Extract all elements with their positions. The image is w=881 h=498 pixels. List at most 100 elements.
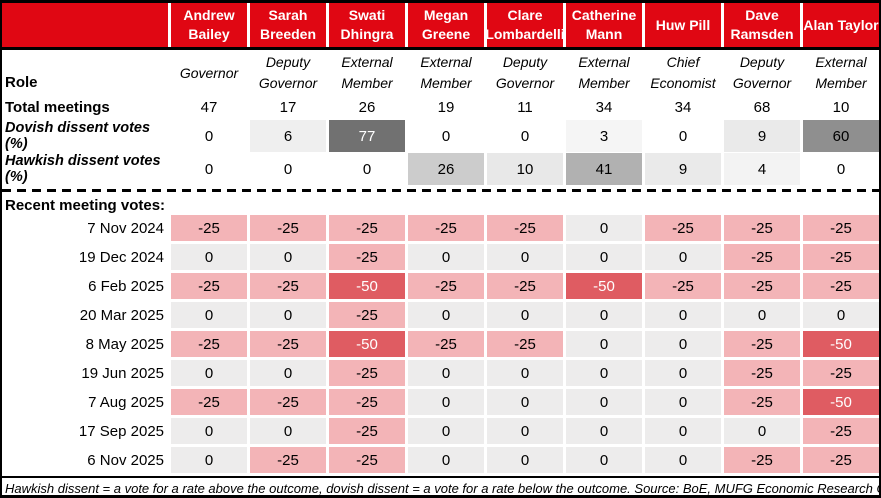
vote-cell: 0: [171, 447, 247, 473]
vote-cell: 0: [487, 389, 563, 415]
member-name-header: Alan Taylor: [803, 3, 879, 47]
dovish-dissent-label: Dovish dissent votes (%): [2, 120, 168, 152]
vote-cell: 0: [408, 302, 484, 328]
total-meetings-value: 19: [437, 98, 455, 116]
vote-cell: 0: [803, 302, 879, 328]
vote-cell: -25: [487, 273, 563, 299]
dovish-dissent-value: 0: [678, 127, 688, 145]
meeting-vote-row: 6 Feb 2025 -25 -25 -50 -25 -25 -50 -25 -25 -25: [2, 273, 879, 299]
vote-cell: 0: [487, 302, 563, 328]
vote-cell: -25: [408, 215, 484, 241]
vote-cell: -25: [250, 273, 326, 299]
recent-votes-section: 7 Nov 2024 -25 -25 -25 -25 -25 0 -25 -25 -25 19 De…: [2, 215, 879, 473]
member-header-row: Andrew Bailey Sarah Breeden Swati Dhingra M…: [2, 3, 879, 47]
total-meetings-value: 10: [832, 98, 850, 116]
hawkish-dissent-value: 0: [204, 160, 214, 178]
vote-cell: 0: [250, 302, 326, 328]
vote-cell: 0: [645, 302, 721, 328]
vote-cell: -25: [329, 389, 405, 415]
total-meetings-label: Total meetings: [5, 98, 110, 116]
vote-cell: 0: [566, 360, 642, 386]
vote-cell: 0: [487, 447, 563, 473]
member-role: External Member: [578, 54, 630, 91]
member-role: Deputy Governor: [258, 54, 318, 91]
vote-cell: 0: [408, 360, 484, 386]
dovish-dissent-value: 60: [803, 120, 879, 152]
vote-cell: -25: [724, 273, 800, 299]
vote-cell: -25: [250, 447, 326, 473]
vote-cell: 0: [566, 215, 642, 241]
hawkish-dissent-value: 0: [283, 160, 293, 178]
vote-cell: 0: [645, 418, 721, 444]
vote-cell: 0: [408, 389, 484, 415]
member-role: External Member: [341, 54, 393, 91]
vote-cell: -25: [724, 244, 800, 270]
member-name-header: Swati Dhingra: [329, 3, 405, 47]
meeting-date: 20 Mar 2025: [2, 302, 168, 328]
member-role: Deputy Governor: [732, 54, 792, 91]
vote-cell: -25: [724, 331, 800, 357]
vote-cell: -25: [645, 215, 721, 241]
member-name-header: Dave Ramsden: [724, 3, 800, 47]
vote-cell: 0: [408, 447, 484, 473]
dovish-dissent-value: 3: [566, 120, 642, 152]
dovish-dissent-value: 0: [204, 127, 214, 145]
vote-cell: 0: [645, 331, 721, 357]
vote-cell: 0: [408, 418, 484, 444]
meeting-date: 8 May 2025: [2, 331, 168, 357]
member-name-header: Megan Greene: [408, 3, 484, 47]
vote-cell: 0: [487, 360, 563, 386]
hawkish-dissent-row: Hawkish dissent votes (%) 0 0 0 26 10 41 9 4 0: [2, 153, 879, 185]
vote-cell: -25: [724, 360, 800, 386]
role-row-label: Role: [5, 74, 38, 91]
hawkish-dissent-value: 41: [566, 153, 642, 185]
dovish-dissent-value: 9: [724, 120, 800, 152]
header-corner-cell: [2, 3, 168, 47]
dashed-divider: [2, 189, 879, 192]
member-name-header: Clare Lombardelli: [485, 3, 565, 47]
total-meetings-value: 34: [595, 98, 613, 116]
vote-cell: -25: [803, 215, 879, 241]
vote-cell: -25: [487, 215, 563, 241]
total-meetings-value: 17: [279, 98, 297, 116]
hawkish-dissent-value: 4: [724, 153, 800, 185]
vote-cell: -50: [803, 331, 879, 357]
hawkish-dissent-value: 10: [487, 153, 563, 185]
vote-cell: 0: [171, 244, 247, 270]
dovish-dissent-value: 0: [441, 127, 451, 145]
footnote: Hawkish dissent = a vote for a rate abov…: [5, 481, 881, 496]
vote-cell: -25: [487, 331, 563, 357]
vote-cell: -25: [724, 215, 800, 241]
vote-cell: 0: [250, 244, 326, 270]
member-role: External Member: [420, 54, 472, 91]
vote-cell: 0: [566, 389, 642, 415]
vote-cell: -25: [408, 331, 484, 357]
role-row: Role Governor Deputy Governor External Memb…: [2, 50, 879, 96]
meeting-date: 6 Nov 2025: [2, 447, 168, 473]
total-meetings-value: 47: [200, 98, 218, 116]
hawkish-dissent-value: 9: [645, 153, 721, 185]
vote-cell: -25: [329, 360, 405, 386]
meeting-date: 7 Nov 2024: [2, 215, 168, 241]
vote-cell: -25: [171, 331, 247, 357]
dovish-dissent-row: Dovish dissent votes (%) 0 6 77 0 0 3 0 9 60: [2, 120, 879, 152]
total-meetings-value: 34: [674, 98, 692, 116]
meeting-vote-row: 6 Nov 2025 0 -25 -25 0 0 0 0 -25 -25: [2, 447, 879, 473]
vote-cell: -25: [408, 273, 484, 299]
hawkish-dissent-value: 0: [836, 160, 846, 178]
vote-cell: 0: [566, 447, 642, 473]
header-divider: [2, 47, 879, 50]
meeting-date: 19 Dec 2024: [2, 244, 168, 270]
total-meetings-value: 68: [753, 98, 771, 116]
vote-cell: -25: [329, 418, 405, 444]
total-meetings-value: 26: [358, 98, 376, 116]
hawkish-dissent-value: 0: [362, 160, 372, 178]
vote-cell: -25: [803, 273, 879, 299]
vote-cell: -25: [803, 418, 879, 444]
meeting-date: 19 Jun 2025: [2, 360, 168, 386]
vote-cell: 0: [566, 331, 642, 357]
vote-cell: 0: [171, 360, 247, 386]
vote-cell: 0: [250, 360, 326, 386]
vote-cell: 0: [408, 244, 484, 270]
